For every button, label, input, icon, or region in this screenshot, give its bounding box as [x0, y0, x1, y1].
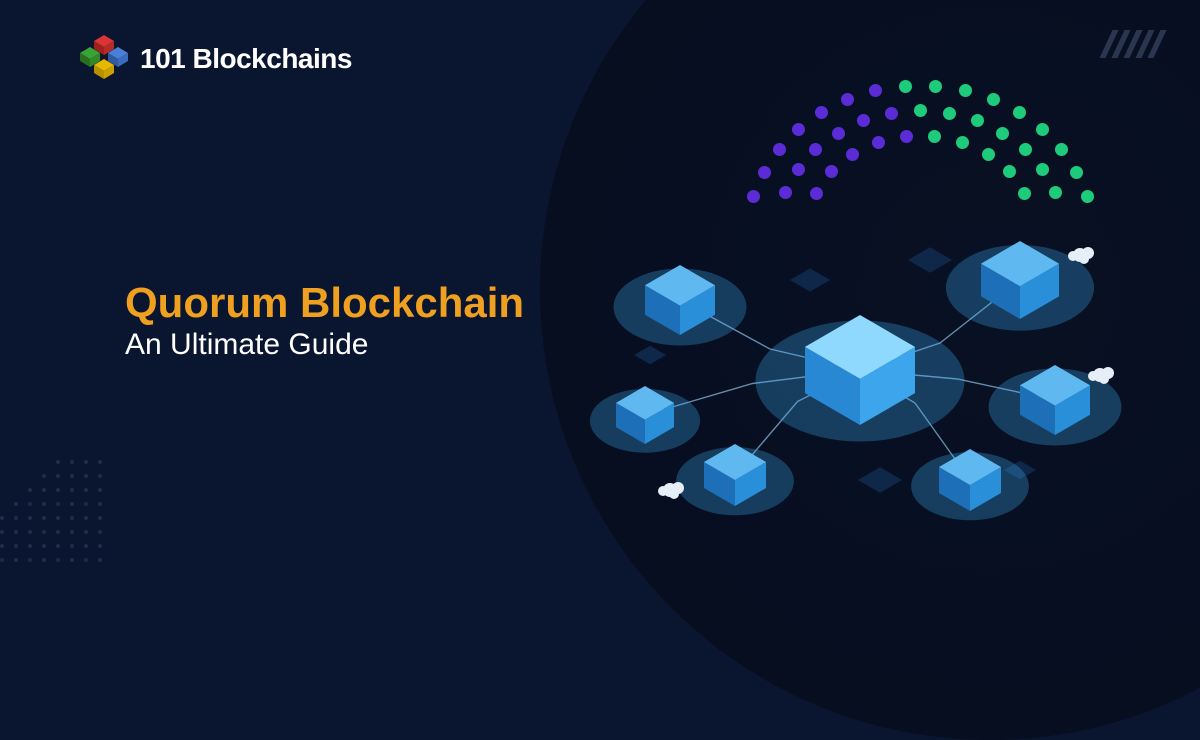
- logo-cubes-icon: [80, 35, 128, 83]
- decoration-slashes: [1106, 30, 1160, 58]
- decoration-dot-grid: [0, 460, 120, 580]
- page-subtitle: An Ultimate Guide: [125, 328, 524, 362]
- blockchain-network-illustration: [580, 200, 1140, 530]
- brand-name: 101 Blockchains: [140, 43, 352, 75]
- page-title: Quorum Blockchain: [125, 280, 524, 326]
- headline-block: Quorum Blockchain An Ultimate Guide: [125, 280, 524, 362]
- brand-logo-area: 101 Blockchains: [80, 35, 352, 83]
